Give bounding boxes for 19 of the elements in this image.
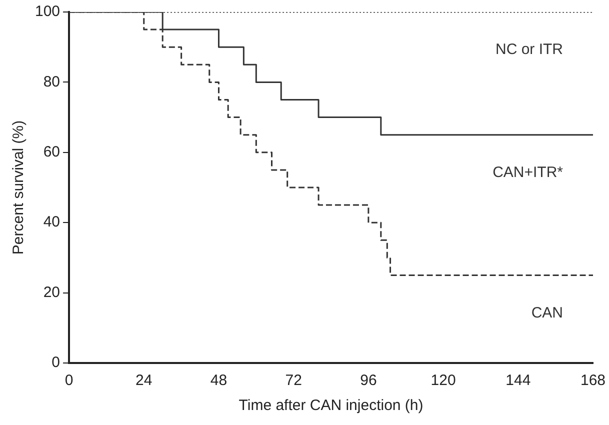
y-tick-label: 80 [43, 73, 60, 90]
x-tick-label: 96 [360, 372, 377, 390]
x-tick-label: 0 [64, 372, 74, 390]
x-tick-label: 168 [580, 372, 606, 390]
series-label: CAN+ITR* [492, 164, 564, 181]
x-tick-label: 144 [506, 372, 531, 390]
y-tick-label: 60 [43, 144, 60, 161]
x-tick-label: 48 [210, 372, 228, 390]
y-tick-label: 100 [34, 3, 60, 20]
y-tick-label: 20 [43, 284, 60, 301]
x-tick-label: 24 [136, 372, 152, 390]
y-tick-label: 0 [52, 354, 60, 372]
series-label: CAN [531, 304, 563, 322]
y-tick-label: 40 [43, 214, 60, 231]
series-label: NC or ITR [496, 41, 564, 58]
x-tick-label: 72 [285, 372, 302, 390]
y-axis-title: Percent survival (%) [10, 120, 28, 255]
x-tick-label: 120 [430, 372, 456, 390]
x-axis-title: Time after CAN injection (h) [238, 397, 424, 414]
